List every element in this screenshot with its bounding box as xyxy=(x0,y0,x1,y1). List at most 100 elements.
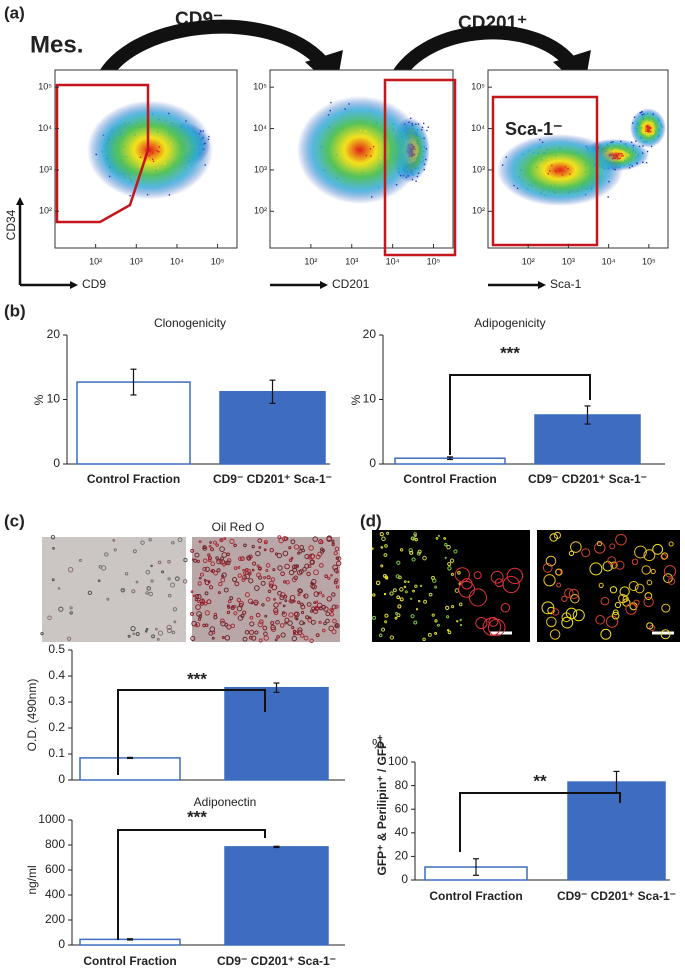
cell xyxy=(318,620,322,625)
event-dot xyxy=(541,141,544,144)
cell xyxy=(78,558,82,562)
event-dot xyxy=(150,162,153,164)
cell xyxy=(132,549,137,554)
cell xyxy=(220,538,224,542)
event-dot xyxy=(647,131,649,133)
cell xyxy=(397,604,402,609)
x-tick-label: 10⁴ xyxy=(170,256,184,266)
cell xyxy=(644,592,653,600)
cell xyxy=(273,602,279,608)
cell xyxy=(331,604,337,610)
event-dot xyxy=(632,147,634,150)
event-dot xyxy=(361,171,363,174)
event-dot xyxy=(139,165,141,168)
event-dot xyxy=(657,125,659,128)
gate xyxy=(491,95,599,247)
event-dot xyxy=(655,121,658,124)
cell xyxy=(445,605,450,611)
event-dot xyxy=(365,154,368,157)
cell xyxy=(631,558,639,566)
event-dot xyxy=(651,137,654,139)
cell xyxy=(227,605,231,609)
cell xyxy=(408,548,413,553)
cell xyxy=(251,568,255,572)
event-dot xyxy=(638,127,640,130)
cell xyxy=(395,611,398,615)
cell xyxy=(383,553,388,557)
event-dot xyxy=(625,143,627,145)
cell xyxy=(326,596,332,602)
cell xyxy=(190,590,194,594)
cell xyxy=(641,565,651,575)
event-dot xyxy=(163,162,166,164)
cell xyxy=(298,569,304,575)
cell xyxy=(257,566,262,571)
cell xyxy=(475,617,488,630)
event-dot xyxy=(574,172,577,174)
y-tick-label: 0 xyxy=(401,872,408,886)
event-dot xyxy=(138,157,140,160)
cell xyxy=(254,585,260,591)
cell xyxy=(226,558,232,563)
cell xyxy=(207,556,212,561)
cell xyxy=(220,556,225,561)
cell xyxy=(233,605,237,608)
y-tick-label: 0.1 xyxy=(48,746,65,760)
cell xyxy=(458,581,476,598)
event-dot xyxy=(356,148,358,150)
y-tick-label: 80 xyxy=(395,778,409,792)
event-dot xyxy=(626,150,628,152)
event-dot xyxy=(164,163,166,165)
cell xyxy=(549,629,561,640)
cell xyxy=(309,553,315,560)
event-dot xyxy=(426,129,428,132)
x-tick-label: 10² xyxy=(304,256,317,266)
cell xyxy=(323,606,329,612)
cell xyxy=(219,618,225,624)
event-dot xyxy=(157,167,159,169)
cell xyxy=(213,570,219,576)
event-dot xyxy=(620,158,622,160)
event-dot xyxy=(606,144,608,146)
event-dot xyxy=(204,164,206,166)
event-dot xyxy=(642,161,644,164)
cell xyxy=(194,552,200,558)
cell xyxy=(194,597,199,602)
error-bar xyxy=(473,858,479,876)
y-tick-label: 600 xyxy=(45,862,65,876)
event-dot xyxy=(172,165,174,168)
event-dot xyxy=(184,156,187,158)
cell xyxy=(203,601,208,606)
event-dot xyxy=(564,166,567,168)
cell xyxy=(318,563,324,568)
event-dot xyxy=(375,122,378,124)
cell xyxy=(221,552,228,558)
event-dot xyxy=(352,163,355,166)
cell xyxy=(87,590,93,595)
panel-label: (a) xyxy=(4,3,25,22)
density-core xyxy=(297,96,423,204)
event-dot xyxy=(588,162,591,164)
event-dot xyxy=(627,160,629,163)
event-dot xyxy=(168,194,171,196)
y-tick-label: 10⁵ xyxy=(253,82,267,92)
event-dot xyxy=(655,133,657,136)
event-dot xyxy=(637,122,639,124)
cell xyxy=(287,620,293,626)
density-core xyxy=(87,100,213,200)
cell xyxy=(372,593,376,597)
cell xyxy=(167,593,172,598)
event-dot xyxy=(167,155,169,158)
event-dot xyxy=(320,146,323,148)
event-dot xyxy=(425,148,428,150)
event-dot xyxy=(632,149,635,152)
cell xyxy=(182,579,188,584)
cell xyxy=(336,556,342,561)
cell xyxy=(151,634,156,639)
event-dot xyxy=(636,123,638,125)
cell xyxy=(201,599,205,603)
cell xyxy=(145,627,149,631)
cell xyxy=(292,567,298,573)
cell xyxy=(502,575,520,594)
event-dot xyxy=(370,155,372,157)
